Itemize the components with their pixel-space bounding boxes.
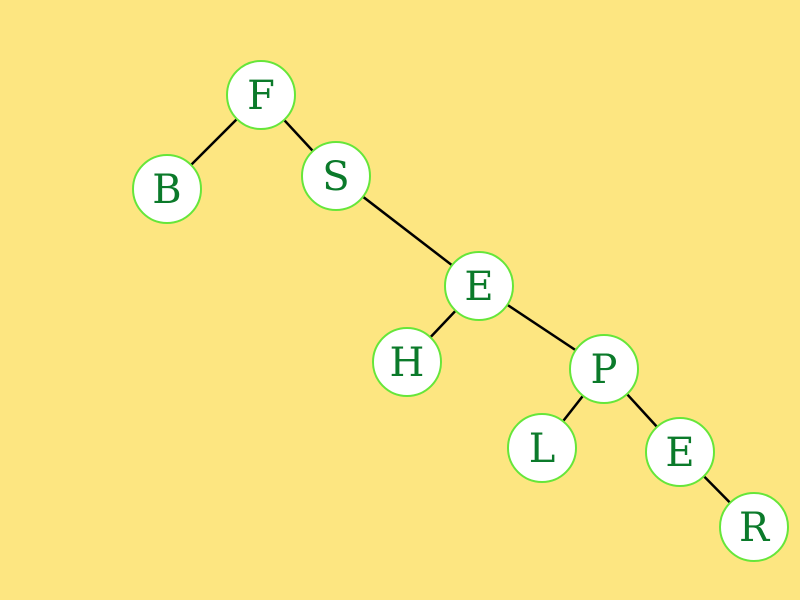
tree-node: L [507,413,577,483]
tree-node: S [301,141,371,211]
tree-node: P [569,334,639,404]
node-circle [132,154,202,224]
node-label: R [739,505,771,551]
node-circle [507,413,577,483]
nodes: FB SEH PL ER [132,60,789,562]
node-label: E [464,264,493,310]
tree-node: F [226,60,296,130]
node-circle [372,327,442,397]
node-label: H [390,340,425,386]
tree-node: R [719,492,789,562]
node-circle [226,60,296,130]
node-label: F [247,73,275,119]
node-circle [569,334,639,404]
node-label: L [529,426,556,472]
tree-node: E [444,251,514,321]
node-circle [301,141,371,211]
node-circle [444,251,514,321]
node-label: E [665,430,694,476]
node-label: S [322,154,349,200]
node-circle [719,492,789,562]
tree-node: E [645,417,715,487]
node-circle [645,417,715,487]
node-label: B [152,167,181,213]
node-label: P [591,347,618,393]
tree-node: H [372,327,442,397]
tree-node: B [132,154,202,224]
